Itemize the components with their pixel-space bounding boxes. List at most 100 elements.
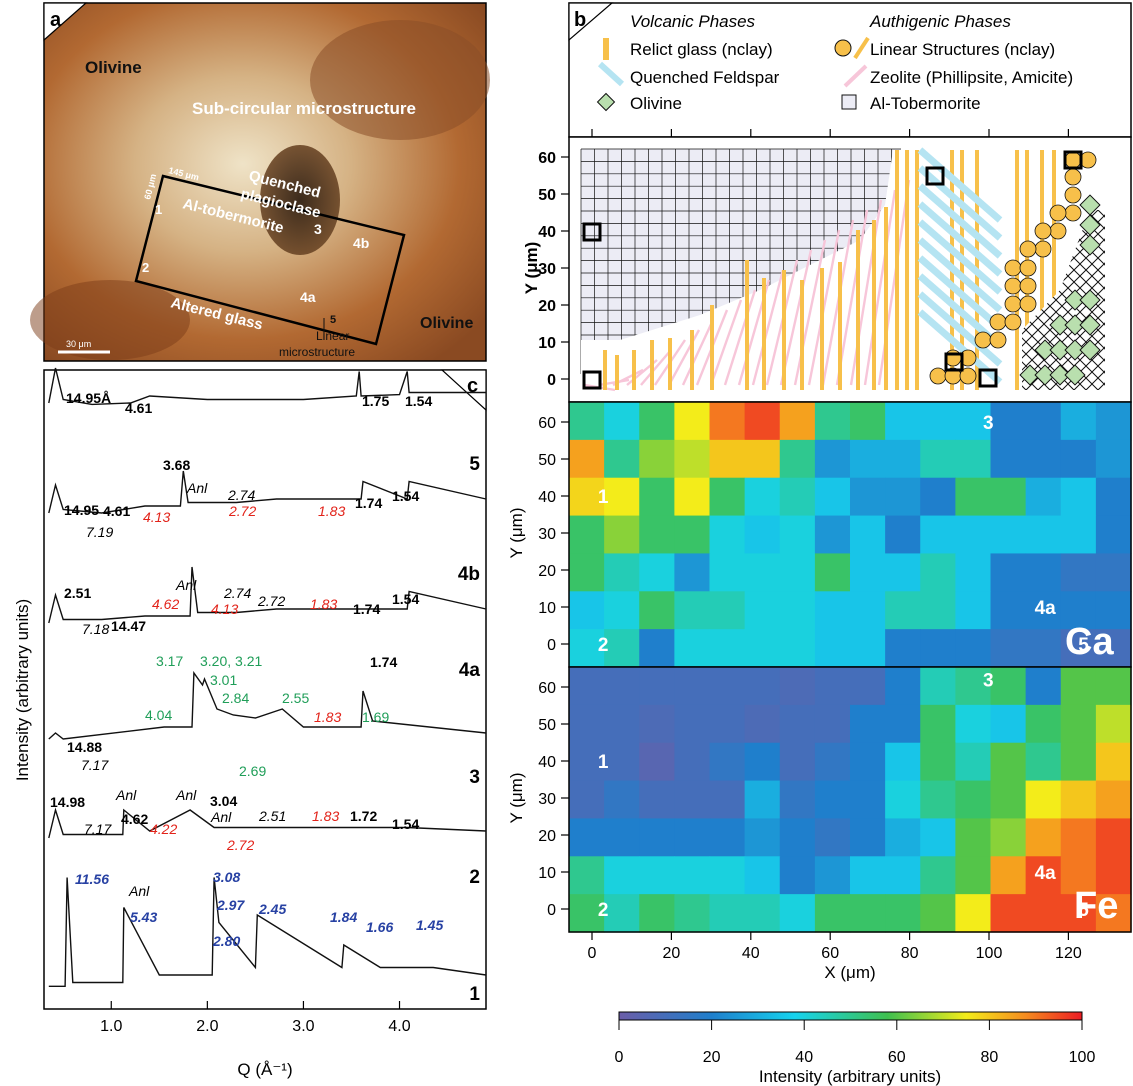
heatmap-cell — [779, 553, 816, 592]
heatmap-cell — [885, 629, 921, 668]
heatmap-cell — [674, 553, 711, 592]
panel-c-frame — [43, 369, 487, 1010]
point-2: 2 — [142, 260, 149, 275]
peak-2-2: 14.98 — [50, 794, 85, 810]
analysis-square — [1063, 150, 1083, 170]
q-tick-label: 2.0 — [196, 1018, 218, 1035]
heatmap-cell — [920, 818, 956, 857]
heatmap-cell — [955, 667, 992, 706]
trace-label-3: 3 — [469, 767, 480, 788]
heatmap-cell — [709, 894, 746, 933]
linear-structure-circle — [1049, 222, 1067, 240]
panel-c-y-axis-label: Intensity (arbitrary units) — [13, 599, 32, 781]
point-4a: 4a — [300, 289, 316, 305]
heatmap-cell — [885, 477, 921, 517]
peak-2-10: 7.17 — [84, 821, 112, 837]
peak-3-11: 7.17 — [81, 757, 109, 773]
peak-5-2: 1.75 — [362, 393, 389, 409]
heatmap-cell — [850, 704, 886, 744]
heatmap-cell — [850, 591, 886, 630]
heatmap-cell — [1095, 439, 1132, 479]
mapping-box — [134, 174, 406, 346]
olivine-diamond — [1034, 339, 1056, 361]
relict-glass-bar — [905, 150, 909, 390]
heatmap-cell — [744, 856, 781, 895]
heatmap-cell — [709, 439, 746, 479]
linear-structure-circle — [959, 367, 977, 385]
heatmap-cell — [604, 780, 640, 820]
heatmap-cell — [885, 439, 921, 479]
heatmap-cell — [744, 477, 781, 517]
feldspar-mark — [917, 255, 1003, 331]
legend-al-tobermorite: Al-Tobermorite — [870, 94, 981, 113]
heatmap-cell — [604, 591, 640, 630]
linear-structure-circle — [1019, 240, 1037, 258]
heatmap-cell — [744, 629, 781, 668]
heatmap-cell — [569, 742, 605, 782]
heatmap-cell — [674, 818, 711, 857]
heatmap-cell — [885, 515, 921, 555]
peak-3-4: 2.55 — [282, 690, 309, 706]
peak-3-2: 3.01 — [210, 672, 237, 688]
heatmap-cell — [569, 856, 605, 895]
relict-glass-bar — [960, 150, 964, 390]
heatmap-cell — [1025, 591, 1062, 630]
phase-y-tick-label: 10 — [538, 335, 556, 352]
heatmap-cell — [1095, 894, 1132, 933]
heatmap-cell — [744, 553, 781, 592]
fe-y-tick-label: 50 — [538, 717, 556, 734]
heatmap-cell — [779, 667, 816, 706]
feldspar-mark — [917, 237, 1003, 313]
peak-4b-1: Anl — [186, 480, 208, 496]
panel-a-corner — [43, 2, 88, 42]
panel-c-tag: c — [467, 375, 478, 397]
heatmap-cell — [1060, 742, 1097, 782]
relict-glass-bar — [710, 305, 714, 390]
heatmap-cell — [1095, 667, 1132, 706]
heatmap-cell — [674, 856, 711, 895]
heatmap-cell — [569, 818, 605, 857]
panel-b-tag: b — [574, 9, 586, 31]
heatmap-cell — [709, 553, 746, 592]
x-axis-label: X (μm) — [824, 963, 875, 982]
heatmap-cell — [920, 667, 956, 706]
heatmap-cell — [990, 553, 1027, 592]
label-microstructure: microstructure — [279, 345, 355, 359]
heatmap-cell — [1025, 402, 1062, 441]
peak-1-5: 1.84 — [330, 909, 357, 925]
linear-structure-circle — [1019, 295, 1037, 313]
peak-2-8: 1.72 — [350, 808, 377, 824]
heatmap-cell — [814, 515, 851, 555]
peak-3-6: 4.04 — [145, 707, 172, 723]
heatmap-cell — [709, 477, 746, 517]
feldspar-mark — [917, 201, 1003, 277]
heatmap-cell — [920, 477, 956, 517]
fe-y-tick-label: 0 — [547, 902, 556, 919]
relict-glass-bar — [800, 280, 804, 390]
fe-point-1: 1 — [598, 752, 609, 773]
linear-structure-circle — [1019, 259, 1037, 277]
fe-y-tick-label: 40 — [538, 754, 556, 771]
heatmap-cell — [955, 742, 992, 782]
linear-structure-circle — [1034, 222, 1052, 240]
heatmap-cell — [709, 515, 746, 555]
colorbar — [618, 1011, 1083, 1021]
colorbar-tick-label: 40 — [795, 1049, 813, 1066]
heatmap-cell — [850, 553, 886, 592]
heatmap-cell — [955, 818, 992, 857]
scale-bar-label: 30 μm — [66, 339, 91, 349]
phase-y-tick-label: 40 — [538, 224, 556, 241]
fe-map — [569, 667, 1132, 933]
relict-glass-bar — [915, 150, 919, 390]
linear-structure-circle — [1064, 204, 1082, 222]
feldspar-mark — [917, 165, 1003, 241]
heatmap-cell — [990, 515, 1027, 555]
fe-y-axis-label: Y (μm) — [507, 772, 526, 823]
panel-a: a Olivine Sub-circular microstructure Qu… — [30, 2, 490, 362]
heatmap-cell — [990, 591, 1027, 630]
legend-relict-glass: Relict glass (nclay) — [630, 40, 773, 59]
ca-y-tick-label: 50 — [538, 452, 556, 469]
point-4b: 4b — [353, 235, 369, 251]
heatmap-cell — [850, 856, 886, 895]
heatmap-cell — [1095, 515, 1132, 555]
